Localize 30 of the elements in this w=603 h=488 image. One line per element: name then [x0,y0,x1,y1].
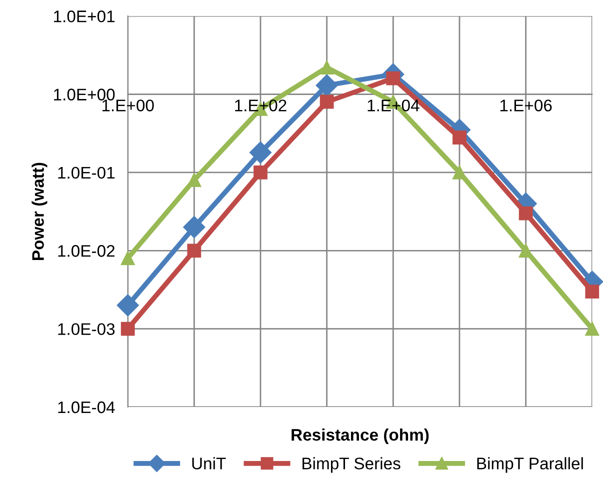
legend-label: BimpT Series [302,457,400,473]
point [518,206,533,220]
point [585,322,600,336]
y-tick-label: 1.0E-04 [58,401,115,414]
point [320,60,334,74]
y-axis-title: Power (watt) [32,162,48,260]
legend-label: BimpT Parallel [477,457,583,473]
y-tick-label: 1.0E+00 [54,88,115,100]
point [120,322,135,336]
point [120,251,135,266]
legend-label: UniT [192,457,226,470]
point [518,244,533,258]
point [254,166,268,180]
x-axis-title: Resistance (ohm) [292,428,429,444]
point [452,166,466,180]
point [452,130,466,144]
point [320,94,334,109]
point [187,244,202,258]
point [249,141,272,164]
y-tick-label: 1.0E+01 [54,10,115,22]
y-tick-label: 1.0E-03 [58,323,115,336]
y-tick-label: 1.0E-02 [58,245,115,257]
point [316,74,338,96]
y-tick-label: 1.0E-01 [58,166,115,179]
point [183,216,206,238]
x-tick-label: 1.E+06 [500,100,552,112]
point [585,284,600,298]
point [116,294,139,316]
x-tick-label: 1.E+00 [102,100,154,112]
point [187,173,202,187]
